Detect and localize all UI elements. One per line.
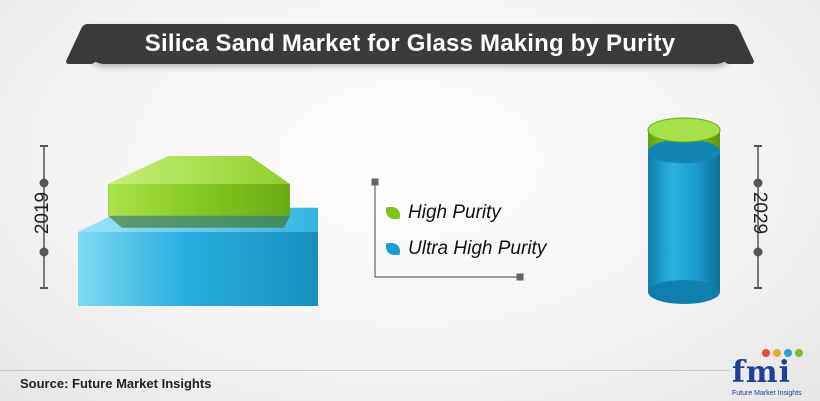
bar-2029-ultra-high-purity-base — [648, 280, 720, 304]
chart-title: Silica Sand Market for Glass Making by P… — [144, 30, 676, 57]
logo-text: fmi — [732, 355, 792, 390]
title-banner: Silica Sand Market for Glass Making by P… — [88, 24, 732, 64]
logo-subtitle: Future Market Insights — [732, 390, 802, 397]
bar-2029-ultra-high-purity — [648, 151, 720, 292]
bar-2029-high-purity-top — [647, 117, 721, 143]
logo-people-icon — [762, 349, 803, 357]
axis-right — [753, 145, 763, 289]
axis-left — [39, 145, 49, 289]
fmi-logo: fmi Future Market Insights — [732, 349, 814, 397]
legend-bracket — [371, 178, 524, 281]
footer-divider — [0, 370, 730, 371]
legend-swatch-blue-icon — [386, 243, 400, 255]
bar-2019-high-purity-top — [108, 156, 290, 184]
year-label-2029: 2029 — [749, 191, 770, 235]
bar-2019-high-purity — [108, 184, 290, 216]
legend-swatch-green-icon — [386, 207, 400, 219]
source-text: Source: Future Market Insights — [20, 376, 212, 391]
bar-2019-ultra-high-purity — [78, 231, 318, 306]
bar-2019-high-purity-shadow — [108, 215, 290, 228]
bar-2029-split-ellipse — [648, 139, 720, 164]
year-label-2019: 2019 — [32, 191, 53, 235]
legend-item-ultra-high-purity: Ultra High Purity — [386, 238, 546, 260]
legend-item-high-purity: High Purity — [386, 202, 501, 224]
legend-label: High Purity — [408, 202, 501, 223]
legend-label: Ultra High Purity — [408, 238, 547, 259]
